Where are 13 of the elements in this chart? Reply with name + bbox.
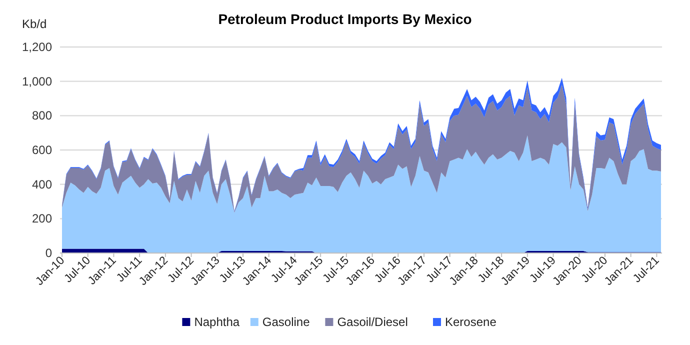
y-tick-label: 200 (32, 212, 52, 226)
chart-title: Petroleum Product Imports By Mexico (218, 11, 472, 27)
y-tick-label: 600 (32, 143, 52, 157)
legend-label: Naphtha (194, 315, 240, 329)
legend-label: Kerosene (445, 315, 497, 329)
y-tick-label: 0 (45, 246, 52, 260)
y-tick-label: 800 (32, 108, 52, 123)
legend-label: Gasoline (262, 315, 310, 329)
y-axis-title: Kb/d (22, 17, 47, 31)
y-tick-label: 400 (32, 177, 52, 192)
y-tick-label: 1,200 (22, 40, 52, 54)
legend-label: Gasoil/Diesel (337, 315, 408, 329)
y-tick-label: 1,000 (22, 74, 52, 88)
